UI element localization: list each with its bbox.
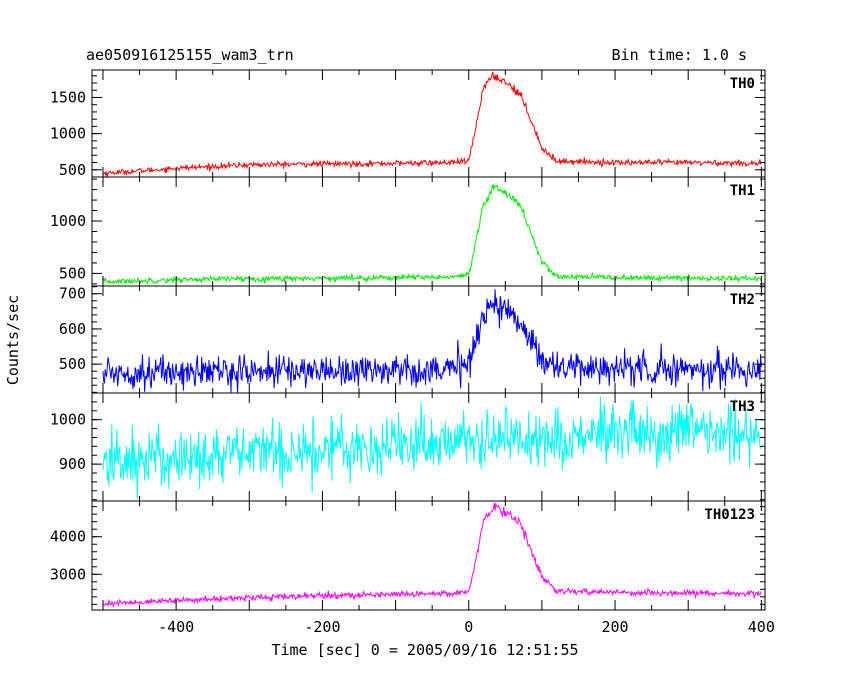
panel-label-th3: TH3 <box>730 399 755 415</box>
y-tick-label: 1000 <box>50 411 86 429</box>
y-tick-label: 3000 <box>50 565 86 583</box>
series-line-th3 <box>102 396 762 499</box>
chart-title: ae050916125155_wam3_trn <box>86 46 294 64</box>
series-line-th2 <box>102 289 762 394</box>
panel-frame <box>91 176 766 287</box>
y-axis-label: Counts/sec <box>4 295 22 385</box>
panel-label-th2: TH2 <box>730 292 755 308</box>
panel-th2: 500 600 700 TH2 <box>59 285 766 394</box>
y-tick-label: 1500 <box>50 88 86 106</box>
x-tick-label: 0 <box>464 618 473 636</box>
panel-frame <box>91 500 766 611</box>
panels-group: 500 1000 1500 TH0 500 1000 TH1 500 600 700 TH2 900 1… <box>50 69 766 611</box>
series-line-th0123 <box>102 502 762 609</box>
panel-label-th1: TH1 <box>730 183 755 199</box>
x-tick-label: 200 <box>601 618 628 636</box>
panel-th0: 500 1000 1500 TH0 <box>50 69 766 179</box>
x-axis-label: Time [sec] 0 = 2005/09/16 12:51:55 <box>271 641 578 659</box>
x-tick-label: -400 <box>158 618 194 636</box>
x-tick-label: 400 <box>748 618 775 636</box>
y-tick-label: 500 <box>59 161 86 179</box>
series-line-th0 <box>102 71 762 178</box>
y-tick-label: 4000 <box>50 528 86 546</box>
y-tick-label: 500 <box>59 264 86 282</box>
y-tick-label: 900 <box>59 455 86 473</box>
x-tick-labels: -400 -200 0 200 400 <box>158 618 775 636</box>
panel-th3: 900 1000 TH3 <box>50 392 766 502</box>
series-line-th1 <box>102 183 762 285</box>
panel-label-th0: TH0 <box>730 76 755 92</box>
chart-subtitle: Bin time: 1.0 s <box>612 46 747 64</box>
y-tick-label: 500 <box>59 355 86 373</box>
y-tick-label: 1000 <box>50 125 86 143</box>
y-tick-label: 1000 <box>50 212 86 230</box>
panel-label-th0123: TH0123 <box>704 507 755 523</box>
y-tick-label: 700 <box>59 285 86 303</box>
panel-th1: 500 1000 TH1 <box>50 176 766 287</box>
panel-th0123: 3000 4000 TH0123 <box>50 500 766 611</box>
x-tick-label: -200 <box>304 618 340 636</box>
y-tick-label: 600 <box>59 320 86 338</box>
